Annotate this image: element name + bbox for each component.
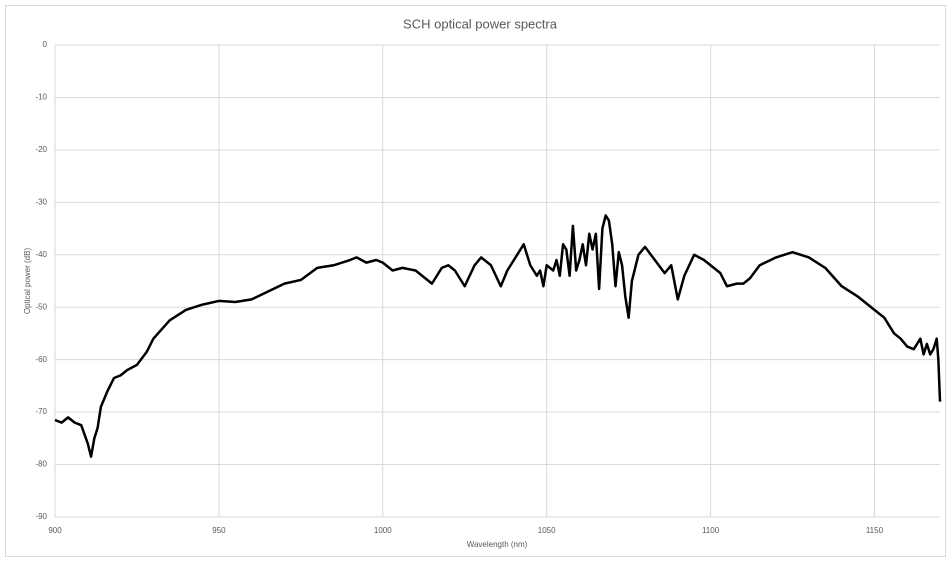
- chart-frame: [5, 5, 946, 557]
- y-tick-label: -90: [35, 512, 47, 521]
- y-axis-label: Optical power (dB): [23, 248, 32, 315]
- y-tick-label: -10: [35, 93, 47, 102]
- y-tick-label: -50: [35, 302, 47, 311]
- y-tick-label: -60: [35, 355, 47, 364]
- y-tick-label: -20: [35, 145, 47, 154]
- y-tick-label: -30: [35, 197, 47, 206]
- x-tick-label: 900: [48, 526, 62, 535]
- x-axis-label: Wavelength (nm): [467, 540, 528, 549]
- x-tick-label: 1100: [702, 526, 720, 535]
- y-tick-label: -40: [35, 250, 47, 259]
- x-tick-label: 950: [212, 526, 226, 535]
- x-tick-label: 1150: [866, 526, 884, 535]
- y-tick-label: -80: [35, 460, 47, 469]
- x-tick-label: 1050: [538, 526, 556, 535]
- data-line: [54, 214, 942, 458]
- y-tick-label: -70: [35, 407, 47, 416]
- chart-title: SCH optical power spectra: [403, 16, 558, 31]
- x-tick-label: 1000: [374, 526, 392, 535]
- y-tick-label: 0: [43, 40, 48, 49]
